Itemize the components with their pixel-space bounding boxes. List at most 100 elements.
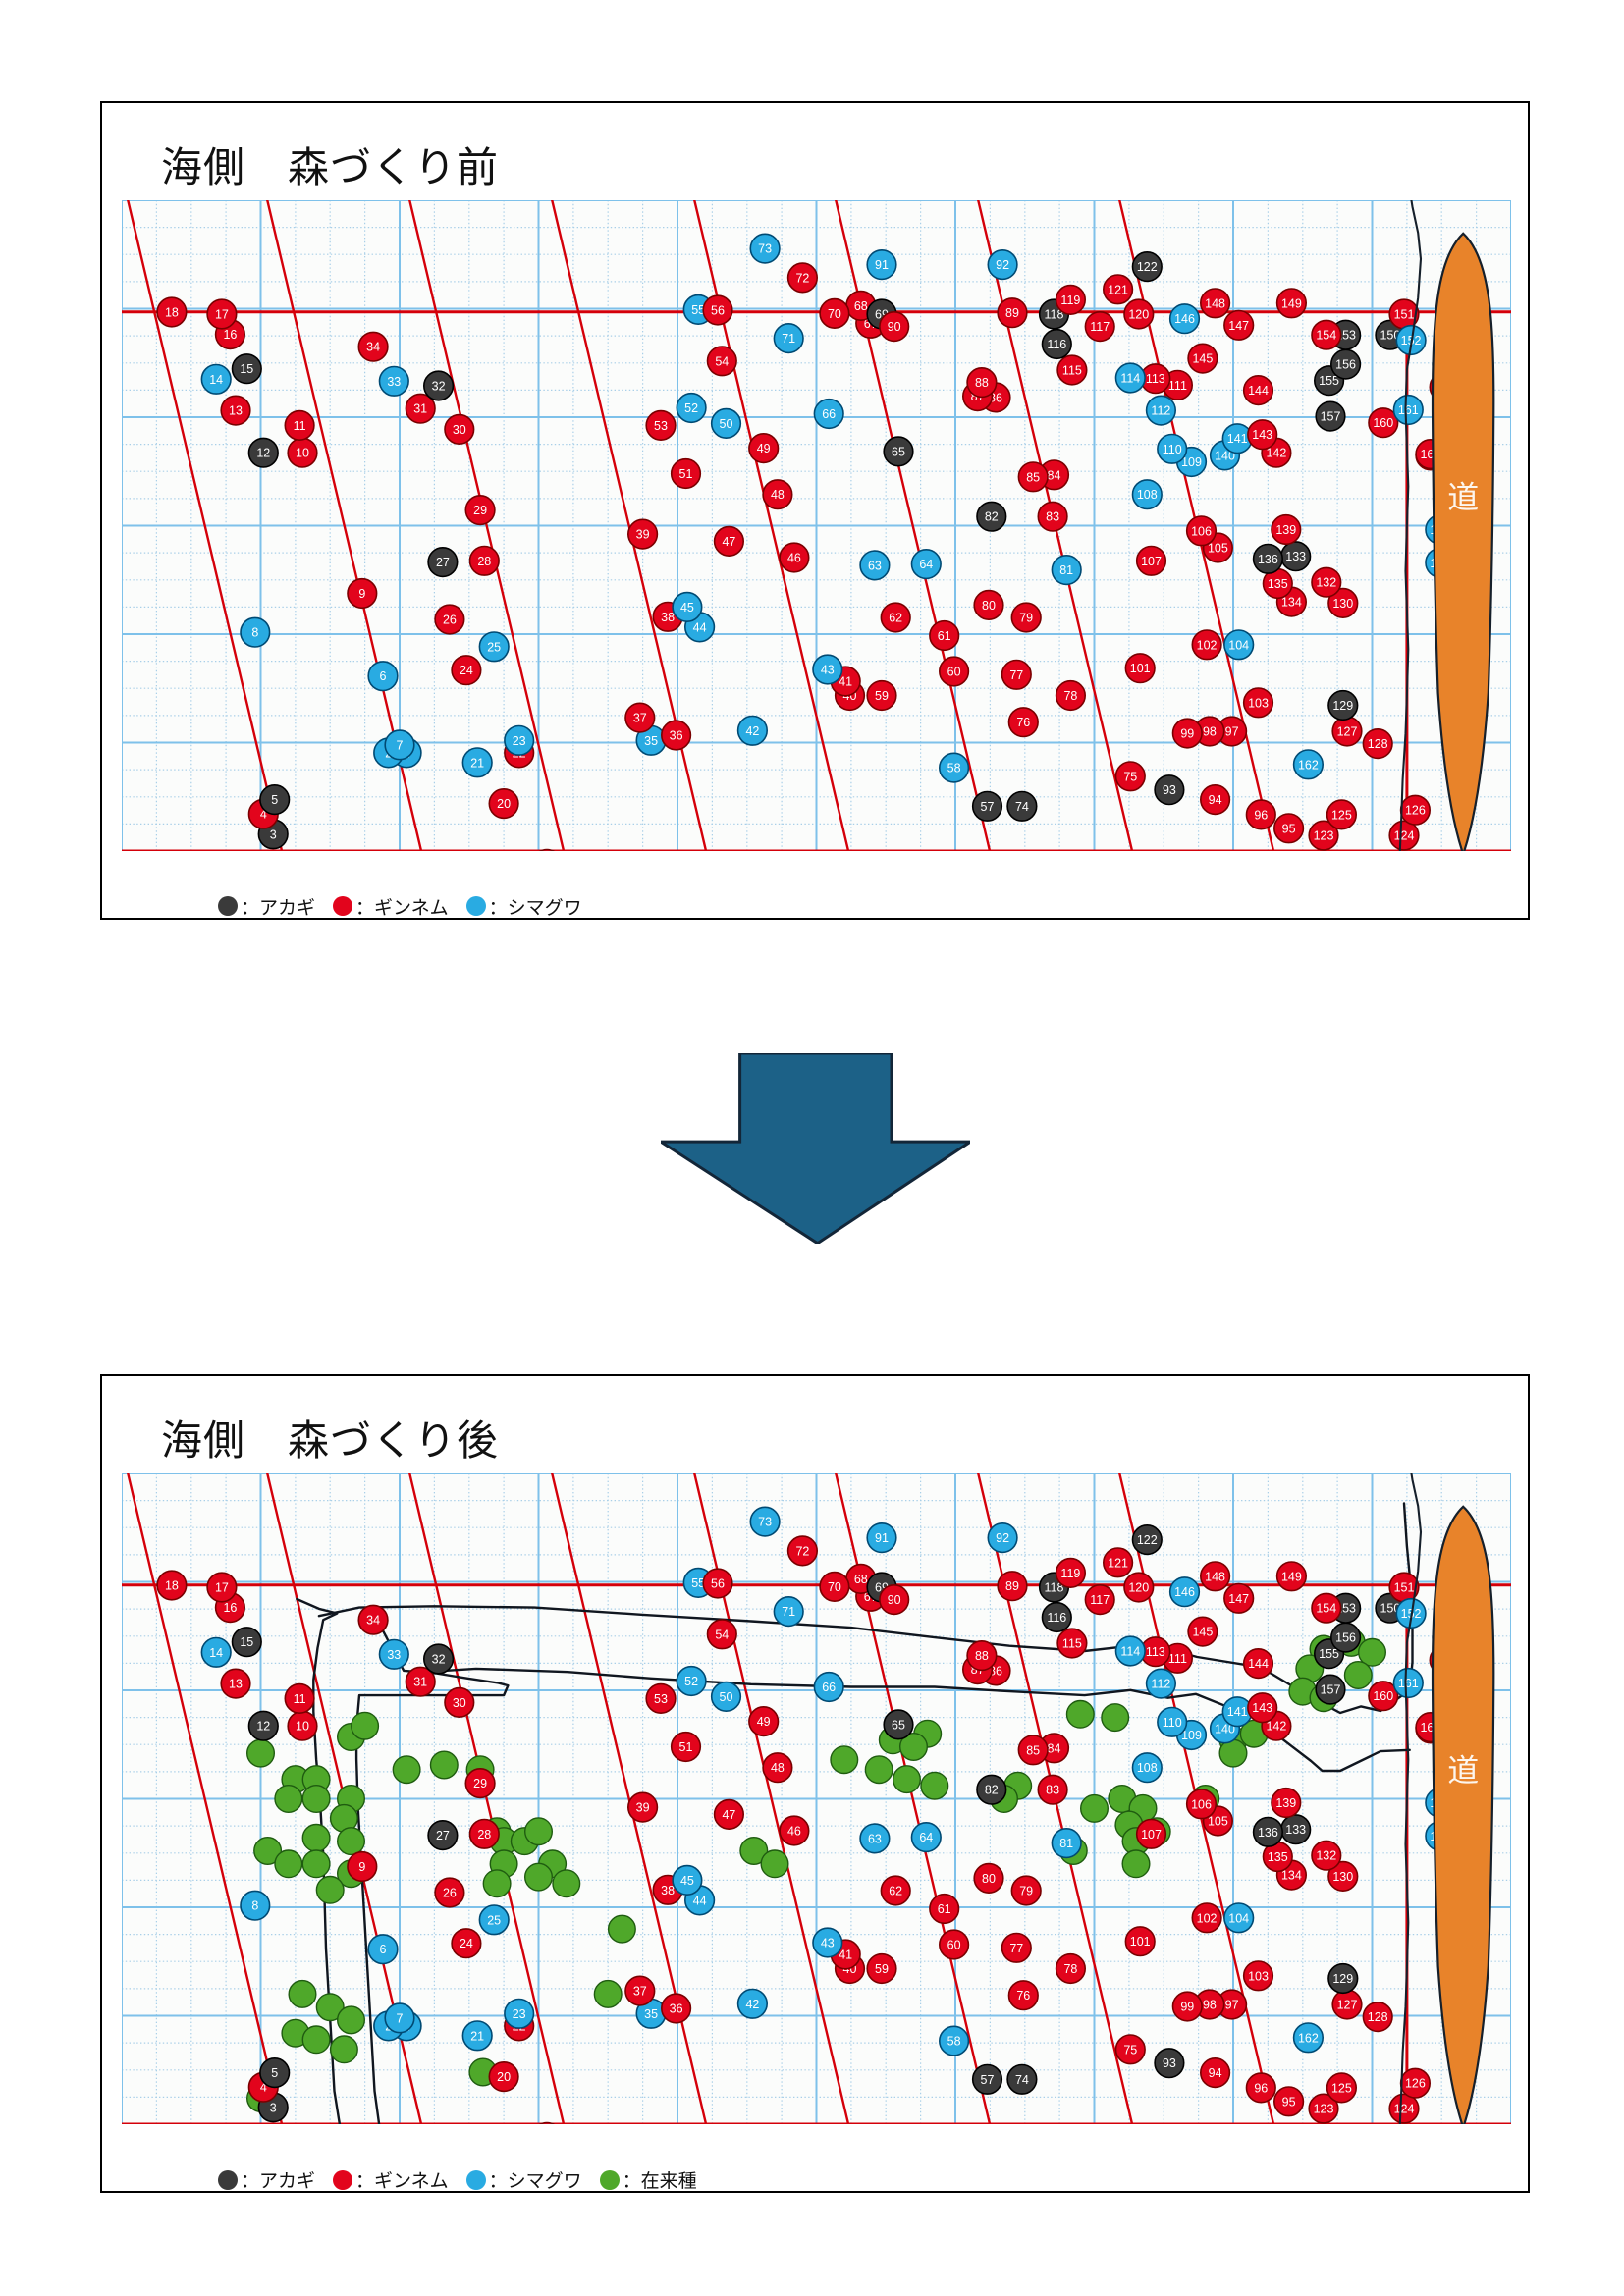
svg-text:37: 37 xyxy=(633,1985,647,1999)
svg-text:111: 111 xyxy=(1168,1652,1187,1666)
svg-text:128: 128 xyxy=(1368,737,1388,751)
svg-text:145: 145 xyxy=(1192,351,1213,365)
svg-text:57: 57 xyxy=(981,799,995,813)
svg-text:112: 112 xyxy=(1151,1678,1170,1691)
svg-text:70: 70 xyxy=(828,306,841,320)
svg-text:13: 13 xyxy=(229,1678,243,1691)
svg-text:8: 8 xyxy=(251,625,258,639)
svg-text:126: 126 xyxy=(1405,2077,1426,2091)
svg-text:91: 91 xyxy=(875,258,889,272)
svg-text:21: 21 xyxy=(470,756,484,770)
svg-text:78: 78 xyxy=(1063,689,1077,703)
svg-text:45: 45 xyxy=(680,600,694,614)
svg-text:38: 38 xyxy=(661,1884,675,1897)
svg-text:108: 108 xyxy=(1137,488,1158,502)
svg-text:89: 89 xyxy=(1005,306,1019,320)
svg-text:51: 51 xyxy=(679,467,693,481)
svg-text:132: 132 xyxy=(1316,1849,1336,1863)
svg-text:146: 146 xyxy=(1174,1585,1195,1599)
svg-text:9: 9 xyxy=(358,1860,365,1874)
svg-text:50: 50 xyxy=(720,416,733,430)
svg-text:116: 116 xyxy=(1047,338,1066,351)
svg-text:16: 16 xyxy=(223,328,237,342)
svg-text:25: 25 xyxy=(487,640,501,654)
svg-text:54: 54 xyxy=(715,1629,729,1642)
svg-text:23: 23 xyxy=(513,2007,526,2021)
svg-text:道: 道 xyxy=(1447,1753,1479,1789)
svg-text:3: 3 xyxy=(270,828,277,841)
svg-text:89: 89 xyxy=(1005,1579,1019,1593)
svg-text:28: 28 xyxy=(477,1828,491,1842)
svg-text:123: 123 xyxy=(1314,2103,1334,2116)
svg-text:145: 145 xyxy=(1192,1626,1213,1639)
svg-text:162: 162 xyxy=(1298,758,1319,772)
svg-text:10: 10 xyxy=(296,1720,309,1734)
svg-text:127: 127 xyxy=(1337,724,1358,738)
svg-text:121: 121 xyxy=(1108,283,1128,296)
svg-text:107: 107 xyxy=(1141,1828,1162,1842)
svg-text:13: 13 xyxy=(229,403,243,417)
svg-text:141: 141 xyxy=(1227,432,1248,446)
svg-text:43: 43 xyxy=(821,1937,835,1950)
svg-text:51: 51 xyxy=(679,1740,693,1754)
svg-text:84: 84 xyxy=(1048,468,1061,482)
svg-text:141: 141 xyxy=(1227,1705,1248,1719)
svg-text:7: 7 xyxy=(397,2012,404,2026)
svg-text:88: 88 xyxy=(975,376,989,390)
svg-text:113: 113 xyxy=(1146,1645,1165,1659)
svg-text:37: 37 xyxy=(633,711,647,724)
svg-text:80: 80 xyxy=(982,1872,996,1886)
svg-text:68: 68 xyxy=(854,298,868,312)
svg-text:17: 17 xyxy=(215,307,229,321)
svg-text:95: 95 xyxy=(1282,822,1296,835)
svg-text:104: 104 xyxy=(1228,638,1249,652)
svg-text:39: 39 xyxy=(636,527,650,541)
svg-text:21: 21 xyxy=(470,2030,484,2044)
svg-text:68: 68 xyxy=(854,1573,868,1586)
svg-text:77: 77 xyxy=(1009,667,1023,681)
svg-text:60: 60 xyxy=(947,665,961,678)
svg-text:30: 30 xyxy=(453,422,466,436)
svg-text:102: 102 xyxy=(1197,1912,1218,1926)
svg-text:149: 149 xyxy=(1281,296,1302,310)
svg-text:28: 28 xyxy=(477,554,491,567)
svg-text:92: 92 xyxy=(996,258,1009,272)
svg-text:54: 54 xyxy=(715,354,729,368)
svg-text:36: 36 xyxy=(670,2002,683,2016)
svg-text:33: 33 xyxy=(387,374,401,388)
svg-text:20: 20 xyxy=(497,2070,511,2084)
svg-text:42: 42 xyxy=(745,723,759,737)
svg-text:73: 73 xyxy=(758,241,772,255)
svg-text:148: 148 xyxy=(1205,296,1225,310)
svg-text:79: 79 xyxy=(1019,1885,1033,1898)
svg-text:60: 60 xyxy=(947,1939,961,1952)
svg-text:157: 157 xyxy=(1321,409,1341,423)
svg-text:84: 84 xyxy=(1048,1742,1061,1756)
svg-text:59: 59 xyxy=(875,689,889,703)
svg-text:50: 50 xyxy=(720,1690,733,1704)
svg-text:161: 161 xyxy=(1398,1677,1419,1690)
svg-text:90: 90 xyxy=(888,1593,901,1607)
svg-text:15: 15 xyxy=(240,362,253,376)
svg-text:63: 63 xyxy=(868,559,882,572)
svg-text:93: 93 xyxy=(1163,2056,1176,2070)
svg-text:151: 151 xyxy=(1394,1581,1415,1595)
svg-text:124: 124 xyxy=(1394,828,1415,842)
svg-text:147: 147 xyxy=(1228,1592,1249,1606)
svg-text:101: 101 xyxy=(1130,1935,1151,1949)
svg-text:32: 32 xyxy=(432,379,446,393)
svg-text:156: 156 xyxy=(1335,357,1356,371)
svg-text:61: 61 xyxy=(938,1902,951,1916)
svg-text:26: 26 xyxy=(443,1887,457,1900)
svg-text:34: 34 xyxy=(366,340,380,353)
svg-text:96: 96 xyxy=(1254,808,1268,822)
svg-text:8: 8 xyxy=(251,1899,258,1913)
svg-text:26: 26 xyxy=(443,613,457,626)
svg-text:136: 136 xyxy=(1258,552,1278,565)
svg-text:59: 59 xyxy=(875,1962,889,1976)
svg-text:33: 33 xyxy=(387,1648,401,1662)
svg-text:25: 25 xyxy=(487,1914,501,1928)
svg-text:160: 160 xyxy=(1373,416,1393,430)
svg-text:11: 11 xyxy=(294,418,306,432)
svg-text:72: 72 xyxy=(795,1545,809,1559)
